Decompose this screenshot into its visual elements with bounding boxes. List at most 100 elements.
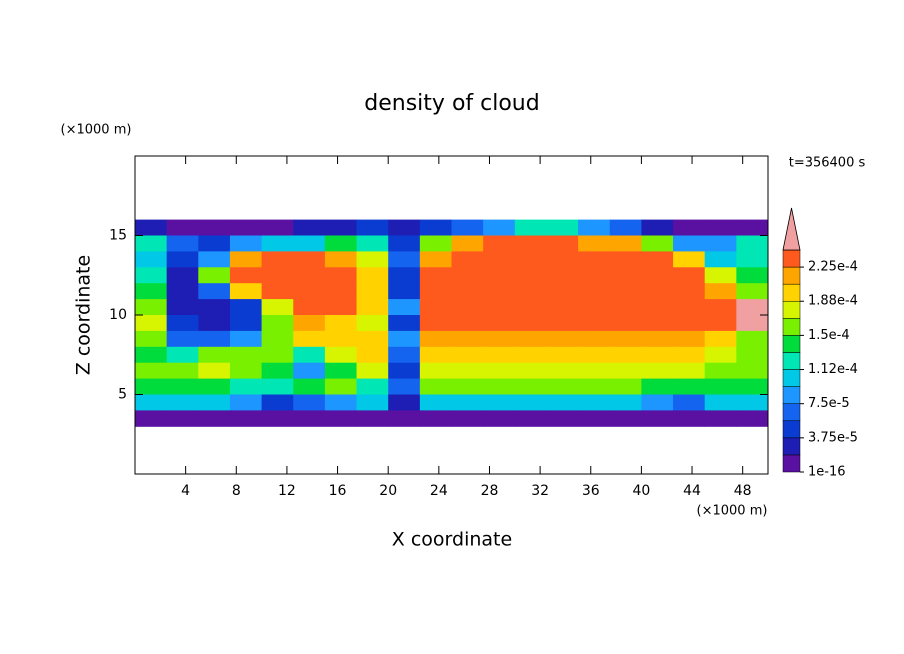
contour-cell bbox=[514, 267, 547, 284]
contour-cell bbox=[673, 251, 706, 268]
contour-cell bbox=[673, 315, 706, 332]
contour-cell bbox=[641, 267, 674, 284]
contour-cell bbox=[198, 330, 231, 348]
contour-cell bbox=[483, 394, 516, 411]
contour-cell bbox=[673, 330, 706, 348]
x-tick-label: 16 bbox=[329, 483, 347, 499]
contour-cell bbox=[261, 362, 294, 380]
contour-cell bbox=[388, 346, 421, 364]
contour-cell bbox=[704, 299, 737, 316]
contour-cell bbox=[483, 410, 516, 427]
contour-cell bbox=[166, 410, 199, 427]
contour-cell bbox=[293, 283, 326, 300]
contour-cell bbox=[546, 283, 579, 300]
contour-cell bbox=[483, 219, 516, 236]
contour-cell bbox=[229, 235, 263, 252]
contour-cell bbox=[514, 394, 547, 411]
contour-cell bbox=[356, 235, 389, 252]
contour-cell bbox=[293, 362, 326, 380]
contour-cell bbox=[704, 394, 737, 411]
contour-cell bbox=[609, 315, 642, 332]
contour-cell bbox=[451, 283, 484, 300]
contour-cell bbox=[483, 315, 516, 332]
contour-cell bbox=[483, 235, 516, 252]
contour-cell bbox=[135, 330, 168, 348]
contour-cell bbox=[135, 394, 168, 411]
contour-cell bbox=[166, 235, 199, 252]
contour-cell bbox=[135, 362, 168, 380]
contour-cell bbox=[261, 330, 294, 348]
contour-cell bbox=[673, 378, 706, 395]
contour-cell bbox=[546, 235, 579, 252]
contour-cell bbox=[356, 394, 389, 411]
contour-cell bbox=[641, 330, 674, 348]
contour-cell bbox=[388, 299, 421, 316]
contour-cell bbox=[609, 251, 642, 268]
contour-cell bbox=[166, 346, 199, 364]
contour-cell bbox=[673, 283, 706, 300]
contour-cell bbox=[641, 283, 674, 300]
contour-cell bbox=[135, 235, 168, 252]
contour-cell bbox=[641, 235, 674, 252]
contour-cell bbox=[451, 219, 484, 236]
contour-cell bbox=[673, 394, 706, 411]
contour-cell bbox=[609, 362, 642, 380]
contour-cell bbox=[419, 251, 452, 268]
contour-cell bbox=[419, 267, 452, 284]
contour-cell bbox=[546, 267, 579, 284]
x-tick-label: 8 bbox=[232, 483, 241, 499]
contour-cell bbox=[546, 330, 579, 348]
contour-cell bbox=[483, 362, 516, 380]
contour-cell bbox=[419, 299, 452, 316]
contour-cell bbox=[198, 283, 231, 300]
contour-cell bbox=[578, 394, 611, 411]
contour-cell bbox=[324, 235, 358, 252]
contour-cell bbox=[483, 251, 516, 268]
contour-cell bbox=[166, 394, 199, 411]
contour-cell bbox=[578, 410, 611, 427]
contour-cell bbox=[356, 299, 389, 316]
contour-cell bbox=[388, 283, 421, 300]
x-tick-label: 32 bbox=[531, 483, 549, 499]
contour-cell bbox=[261, 267, 294, 284]
contour-cell bbox=[198, 394, 231, 411]
contour-cell bbox=[641, 410, 674, 427]
contour-cell bbox=[419, 330, 452, 348]
contour-cell bbox=[198, 267, 231, 284]
contour-cell bbox=[736, 330, 769, 348]
contour-cell bbox=[451, 362, 484, 380]
contour-cell bbox=[135, 219, 168, 236]
contour-cell bbox=[641, 378, 674, 395]
contour-cell bbox=[356, 362, 389, 380]
contour-cell bbox=[166, 315, 199, 332]
contour-cell bbox=[356, 267, 389, 284]
contour-cell bbox=[483, 378, 516, 395]
contour-cell bbox=[673, 267, 706, 284]
contour-cell bbox=[261, 219, 294, 236]
contour-cell bbox=[419, 410, 452, 427]
contour-cell bbox=[609, 410, 642, 427]
contour-cell bbox=[198, 219, 231, 236]
contour-cell bbox=[704, 346, 737, 364]
contour-cell bbox=[324, 251, 358, 268]
colorbar-band bbox=[782, 437, 801, 456]
x-tick-label: 48 bbox=[734, 483, 752, 499]
contour-cell bbox=[704, 283, 737, 300]
contour-cell bbox=[324, 346, 358, 364]
contour-cell bbox=[736, 235, 769, 252]
contour-cell bbox=[356, 346, 389, 364]
contour-cell bbox=[229, 362, 263, 380]
colorbar-band bbox=[782, 335, 801, 353]
contour-cell bbox=[609, 330, 642, 348]
contour-cell bbox=[135, 251, 168, 268]
contour-cell bbox=[641, 251, 674, 268]
contour-cell bbox=[609, 299, 642, 316]
contour-cell bbox=[388, 235, 421, 252]
contour-cell bbox=[356, 378, 389, 395]
contour-cell bbox=[293, 394, 326, 411]
contour-cell bbox=[514, 315, 547, 332]
x-axis-label: X coordinate bbox=[392, 529, 512, 551]
contour-cell bbox=[609, 394, 642, 411]
contour-cell bbox=[514, 330, 547, 348]
